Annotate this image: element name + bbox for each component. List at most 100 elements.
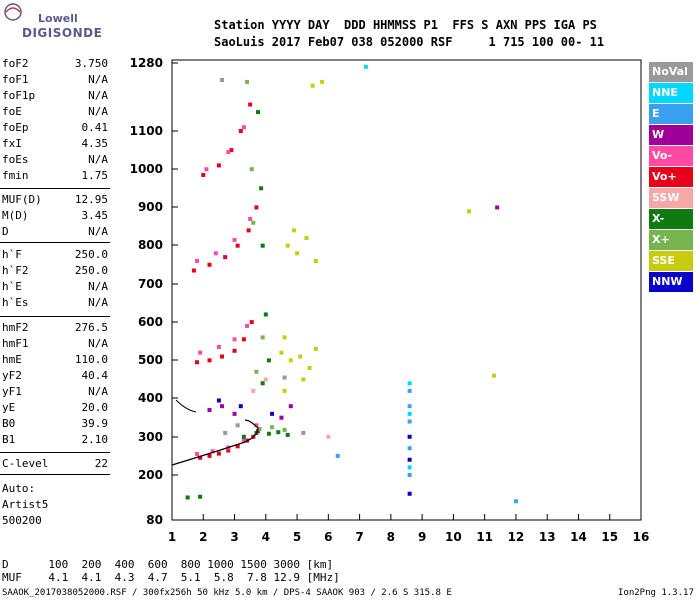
data-point [320, 79, 325, 84]
param-name: foE [2, 105, 22, 118]
data-point [313, 346, 318, 351]
data-point [492, 373, 497, 378]
data-point [266, 358, 271, 363]
data-point [216, 344, 221, 349]
param-row: yE 20.0 [2, 401, 108, 417]
param-name: fxI [2, 137, 22, 150]
data-point [216, 398, 221, 403]
data-point [313, 258, 318, 263]
x-tick-label: 2 [199, 530, 207, 544]
data-point [326, 434, 331, 439]
data-point [235, 243, 240, 248]
param-name: yF2 [2, 369, 22, 382]
data-point [216, 451, 221, 456]
param-value: 20.0 [81, 401, 109, 414]
y-tick-label: 500 [138, 353, 163, 367]
axis-ticks: 1 2 3 4 5 6 7 8 9 10 11 12 13 14 15 1680200300400500600… [130, 56, 650, 544]
legend-item: NNW [649, 272, 693, 292]
data-point [207, 408, 212, 413]
data-point [241, 337, 246, 342]
param-value: 250.0 [74, 264, 108, 277]
data-point [259, 186, 264, 191]
param-value: 4.35 [81, 137, 109, 150]
distance-row: D 100 200 400 600 800 1000 1500 3000 [km… [2, 558, 334, 571]
data-point [220, 404, 225, 409]
data-point [270, 411, 275, 416]
data-point [241, 434, 246, 439]
data-point [407, 381, 412, 386]
param-row: h`Es N/A [2, 296, 108, 312]
data-point [235, 423, 240, 428]
data-point [210, 449, 215, 454]
divider [0, 242, 110, 243]
param-value: N/A [88, 89, 108, 102]
param-row: B0 39.9 [2, 417, 108, 433]
param-value: 1.75 [81, 169, 109, 182]
data-point [298, 354, 303, 359]
data-point [260, 335, 265, 340]
true-height-profile-upper [175, 399, 197, 413]
data-point [270, 425, 275, 430]
x-tick-label: 12 [508, 530, 525, 544]
legend-item: NNE [649, 83, 693, 103]
param-value: 39.9 [81, 417, 109, 430]
legend-item: Vo+ [649, 167, 693, 187]
param-name: B0 [2, 417, 16, 430]
data-point [232, 237, 237, 242]
station-header-values: SaoLuis 2017 Feb07 038 052000 RSF 1 715 … [214, 35, 605, 49]
muf-row: MUF 4.1 4.1 4.3 4.7 5.1 5.8 7.8 12.9 [MH… [2, 571, 340, 584]
param-name: h`E [2, 280, 22, 293]
data-point [251, 220, 256, 225]
x-tick-label: 5 [293, 530, 301, 544]
param-value: 22 [94, 457, 108, 470]
param-value: N/A [88, 73, 108, 86]
data-point [513, 499, 518, 504]
param-name: B1 [2, 433, 16, 446]
param-value: N/A [88, 296, 108, 309]
param-row: foEs N/A [2, 153, 108, 169]
data-point [467, 209, 472, 214]
data-point [235, 444, 240, 449]
data-point [254, 423, 259, 428]
data-point [407, 411, 412, 416]
data-point [282, 427, 287, 432]
data-point [279, 415, 284, 420]
divider [0, 316, 110, 317]
x-tick-label: 9 [418, 530, 426, 544]
y-tick-label: 400 [138, 391, 163, 405]
param-row: D N/A [2, 225, 108, 241]
data-point [254, 369, 259, 374]
data-point [254, 205, 259, 210]
data-point [223, 255, 228, 260]
param-row: h`F2 250.0 [2, 264, 108, 280]
data-point [335, 453, 340, 458]
param-name: foF2 [2, 57, 29, 70]
param-value: 3.45 [81, 209, 109, 222]
y-tick-label: 600 [138, 315, 163, 329]
y-tick-label: 200 [138, 468, 163, 482]
param-row: h`E N/A [2, 280, 108, 296]
param-row: hmE 110.0 [2, 353, 108, 369]
data-point [201, 172, 206, 177]
data-point [363, 64, 368, 69]
param-value: N/A [88, 225, 108, 238]
x-tick-label: 8 [387, 530, 395, 544]
divider [0, 452, 110, 453]
y-tick-label: 300 [138, 430, 163, 444]
artist-version: Artist5 [2, 498, 49, 511]
x-tick-label: 7 [355, 530, 363, 544]
param-name: yF1 [2, 385, 22, 398]
data-point [249, 320, 254, 325]
param-name: h`F2 [2, 264, 29, 277]
data-point [282, 388, 287, 393]
data-point [295, 251, 300, 256]
data-point [282, 375, 287, 380]
y-tick-label: 700 [138, 277, 163, 291]
param-value: N/A [88, 153, 108, 166]
legend-item: X- [649, 209, 693, 229]
y-tick-label: 1000 [130, 162, 163, 176]
param-row: hmF2 276.5 [2, 321, 108, 337]
data-point [301, 377, 306, 382]
data-point [249, 167, 254, 172]
data-point [495, 205, 500, 210]
